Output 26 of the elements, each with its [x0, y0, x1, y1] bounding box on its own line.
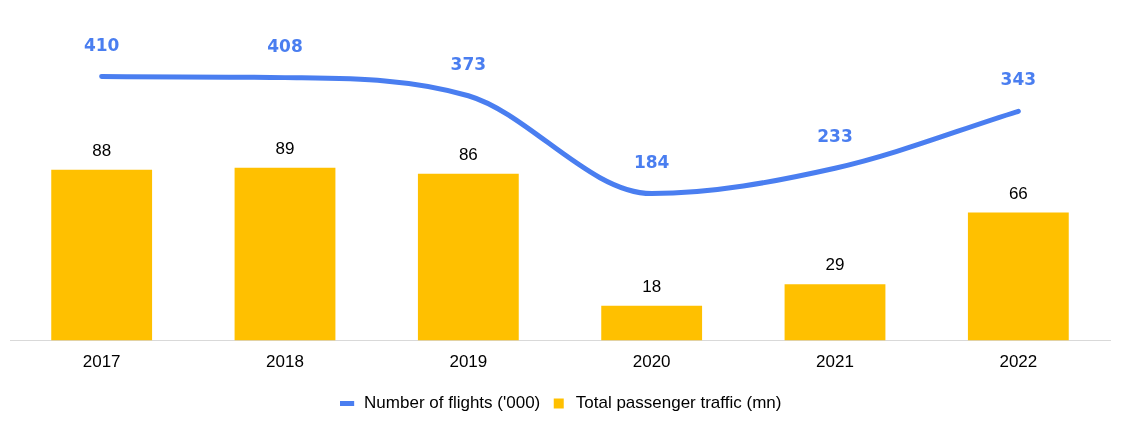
bar — [51, 169, 153, 341]
data-label: 29 — [825, 255, 845, 275]
data-label: 86 — [458, 144, 478, 164]
data-label: 89 — [275, 139, 295, 159]
x-tick-label: 2020 — [632, 352, 671, 372]
legend-label: Number of flights ('000) — [364, 393, 541, 413]
data-label: 410 — [83, 34, 120, 55]
bar — [784, 284, 886, 341]
data-label: 88 — [92, 140, 112, 160]
bar — [234, 167, 336, 341]
data-label: 373 — [450, 53, 487, 74]
bar — [967, 212, 1069, 341]
data-label: 343 — [1000, 69, 1037, 90]
data-label: 184 — [633, 151, 670, 172]
data-label: 408 — [267, 35, 303, 56]
x-tick-label: 2017 — [82, 352, 121, 372]
x-tick-label: 2019 — [449, 352, 488, 372]
data-label: 233 — [817, 126, 853, 147]
x-tick-label: 2018 — [266, 352, 304, 372]
data-label: 66 — [1008, 183, 1028, 203]
bar — [601, 305, 703, 341]
legend-label: Total passenger traffic (mn) — [575, 393, 782, 413]
x-tick-label: 2022 — [999, 352, 1038, 372]
x-tick-label: 2021 — [816, 352, 854, 372]
bar — [417, 173, 519, 341]
data-label: 18 — [642, 276, 662, 296]
